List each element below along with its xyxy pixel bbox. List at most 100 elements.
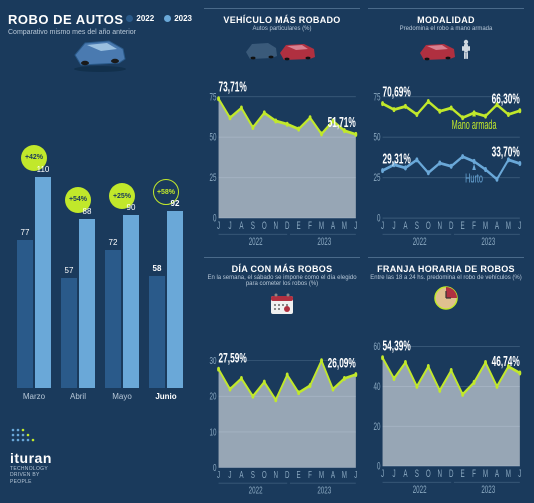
- svg-text:J: J: [228, 468, 231, 480]
- svg-text:M: M: [342, 219, 347, 231]
- svg-text:30: 30: [210, 354, 217, 366]
- line-chart: 010203027,59%26,09%JJASONDEFMAMJ20222023: [204, 322, 360, 495]
- svg-text:10: 10: [210, 425, 217, 437]
- bar-value: 88: [83, 207, 92, 216]
- svg-text:M: M: [342, 468, 347, 480]
- svg-text:A: A: [331, 468, 335, 480]
- clock-icon: [368, 285, 524, 311]
- svg-text:D: D: [285, 219, 290, 231]
- panel-subtitle: En la semana, el sábado se impone como e…: [204, 275, 360, 288]
- svg-text:O: O: [426, 219, 431, 231]
- svg-text:0: 0: [213, 212, 217, 224]
- svg-text:A: A: [495, 467, 499, 479]
- svg-text:F: F: [472, 219, 476, 231]
- svg-text:25: 25: [374, 171, 381, 183]
- line-chart: 025507573,71%51,71%JJASONDEFMAMJ20222023: [204, 67, 360, 247]
- left-column: ROBO DE AUTOS Comparativo mismo mes del …: [0, 0, 200, 503]
- svg-text:O: O: [262, 219, 267, 231]
- svg-text:E: E: [461, 219, 465, 231]
- bar-month-label: Mayo: [112, 392, 132, 401]
- svg-text:E: E: [297, 219, 301, 231]
- svg-text:25: 25: [210, 171, 217, 183]
- svg-text:N: N: [274, 468, 279, 480]
- infographic-root: ROBO DE AUTOS Comparativo mismo mes del …: [0, 0, 534, 503]
- svg-text:F: F: [472, 467, 476, 479]
- calendar-icon: [204, 292, 360, 318]
- svg-text:S: S: [415, 467, 419, 479]
- svg-text:0: 0: [377, 460, 381, 472]
- svg-text:J: J: [392, 219, 395, 231]
- line-chart: 0255075Mano armada▲Hurto▲70,69%66,30%29,…: [368, 67, 524, 247]
- svg-text:2023: 2023: [481, 235, 495, 247]
- svg-text:0: 0: [377, 212, 381, 224]
- svg-text:J: J: [217, 468, 220, 480]
- svg-text:20: 20: [374, 420, 381, 432]
- svg-text:40: 40: [374, 380, 381, 392]
- svg-text:2023: 2023: [317, 484, 331, 495]
- svg-text:46,74%: 46,74%: [492, 354, 521, 370]
- panel-title: VEHÍCULO MÁS ROBADO: [204, 15, 360, 25]
- svg-text:O: O: [426, 467, 431, 479]
- panel-vehiculo: VEHÍCULO MÁS ROBADO Autos particulares (…: [204, 8, 360, 247]
- bar: 72: [105, 250, 121, 388]
- svg-text:75: 75: [374, 90, 381, 102]
- bar: 57: [61, 278, 77, 387]
- car-icon: [8, 31, 192, 78]
- svg-text:M: M: [506, 467, 511, 479]
- panel-subtitle: Entre las 18 a 24 hs. predomina el robo …: [368, 275, 524, 282]
- svg-text:J: J: [217, 219, 220, 231]
- svg-text:N: N: [274, 219, 279, 231]
- svg-text:J: J: [392, 467, 395, 479]
- bar: 58: [149, 276, 165, 387]
- svg-text:M: M: [483, 467, 488, 479]
- svg-text:73,71%: 73,71%: [219, 79, 248, 95]
- svg-text:M: M: [483, 219, 488, 231]
- svg-text:2023: 2023: [317, 235, 331, 247]
- svg-text:J: J: [381, 467, 384, 479]
- svg-text:J: J: [518, 467, 521, 479]
- bar-value: 90: [127, 203, 136, 212]
- panel-subtitle: Predomina el robo a mano armada: [368, 26, 524, 33]
- svg-text:F: F: [308, 468, 312, 480]
- svg-text:26,09%: 26,09%: [328, 356, 356, 371]
- svg-text:50: 50: [374, 131, 381, 143]
- svg-text:S: S: [251, 468, 255, 480]
- bar-group: +58%5892Junio: [144, 211, 188, 400]
- bar: 110: [35, 177, 51, 388]
- svg-text:A: A: [331, 219, 335, 231]
- bar: 88: [79, 219, 95, 388]
- svg-text:S: S: [251, 219, 255, 231]
- svg-text:J: J: [381, 219, 384, 231]
- right-column: VEHÍCULO MÁS ROBADO Autos particulares (…: [200, 0, 534, 503]
- svg-text:20: 20: [210, 390, 217, 402]
- svg-text:J: J: [518, 219, 521, 231]
- bar-value: 110: [37, 165, 50, 174]
- bar-month-label: Marzo: [23, 392, 45, 401]
- svg-text:A: A: [495, 219, 499, 231]
- svg-text:D: D: [285, 468, 290, 480]
- bar: 77: [17, 240, 33, 388]
- svg-text:J: J: [354, 219, 357, 231]
- bar-value: 92: [171, 199, 180, 208]
- bar-chart: +42%77110Marzo+54%5788Abril+25%7290Mayo+…: [8, 84, 192, 419]
- panel-franja: FRANJA HORARIA DE ROBOS Entre las 18 a 2…: [368, 257, 524, 496]
- svg-text:50: 50: [210, 131, 217, 143]
- svg-text:S: S: [415, 219, 419, 231]
- svg-text:▲: ▲: [471, 160, 477, 172]
- line-chart: 020406054,39%46,74%JJASONDEFMAMJ20222023: [368, 315, 524, 495]
- svg-text:2023: 2023: [481, 483, 495, 495]
- svg-text:N: N: [438, 219, 443, 231]
- legend: 2022 2023: [8, 14, 192, 23]
- svg-text:A: A: [239, 219, 243, 231]
- logo-tagline-3: PEOPLE: [10, 480, 190, 486]
- bar: 90: [123, 215, 139, 388]
- logo-name: ituran: [10, 450, 190, 466]
- panel-title: FRANJA HORARIA DE ROBOS: [368, 264, 524, 274]
- panel-title: DÍA CON MÁS ROBOS: [204, 264, 360, 274]
- bar-value: 72: [109, 238, 118, 247]
- svg-text:▲: ▲: [471, 106, 477, 118]
- svg-text:O: O: [262, 468, 267, 480]
- bar-value: 58: [153, 264, 162, 273]
- svg-text:E: E: [461, 467, 465, 479]
- svg-text:A: A: [403, 467, 407, 479]
